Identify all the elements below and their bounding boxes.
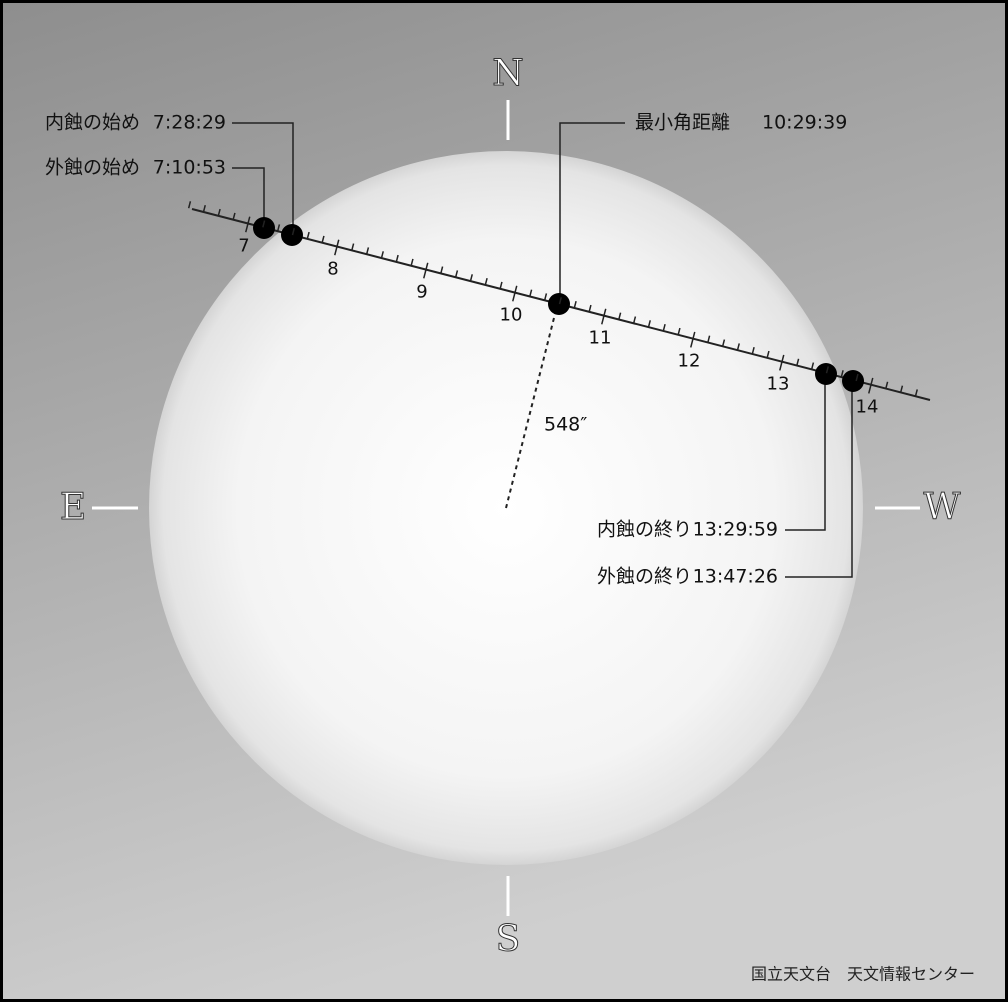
hour-label: 14: [856, 397, 879, 418]
minor-tick: [588, 304, 592, 312]
minor-tick: [573, 300, 577, 309]
event-label: 外蝕の終り: [597, 566, 692, 588]
north: N: [492, 53, 524, 94]
contact-points: [253, 217, 864, 392]
compass-ticks: [92, 100, 920, 916]
minor-tick: [885, 381, 889, 389]
minor-tick: [365, 247, 370, 255]
minor-tick: [410, 258, 414, 266]
minor-tick: [217, 208, 221, 217]
minor-tick: [543, 293, 548, 301]
hour-label: 9: [416, 282, 427, 303]
minor-tick: [914, 389, 918, 397]
minor-tick: [202, 205, 206, 213]
hour-label: 7: [238, 235, 249, 256]
hour-tick: [245, 216, 251, 233]
hour-tick: [512, 285, 518, 302]
callouts: [232, 122, 853, 578]
event-time: 13:47:26: [693, 566, 778, 588]
minor-tick: [276, 224, 281, 232]
minor-tick: [321, 235, 325, 243]
hour-tick: [601, 308, 607, 325]
hour-tick: [779, 354, 785, 371]
event-time: 7:28:29: [153, 112, 226, 134]
minor-tick: [751, 347, 755, 355]
minor-tick: [662, 324, 666, 332]
minor-tick: [721, 339, 726, 347]
minor-tick: [306, 231, 310, 240]
minor-tick: [395, 254, 399, 263]
minor-tick: [825, 366, 829, 374]
minor-tick: [484, 277, 488, 286]
minor-tick: [291, 228, 295, 236]
event-time: 13:29:59: [693, 519, 778, 541]
credit: 国立天文台 天文情報センター: [751, 965, 975, 984]
min-distance-line: [505, 305, 558, 509]
minor-tick: [469, 274, 473, 282]
minor-tick: [647, 320, 651, 328]
distance-label: 548″: [544, 414, 587, 436]
minor-tick: [677, 327, 681, 336]
event-time: 10:29:39: [762, 112, 847, 134]
minor-tick: [499, 281, 503, 289]
minor-tick: [899, 385, 904, 393]
hour-label: 10: [500, 305, 523, 326]
minor-tick: [618, 312, 622, 320]
minor-tick: [796, 358, 800, 366]
event-time: 7:10:53: [153, 157, 226, 179]
minor-tick: [736, 343, 740, 351]
minor-tick: [440, 266, 444, 274]
minor-tick: [187, 201, 192, 209]
hour-label: 13: [767, 374, 790, 395]
minor-tick: [632, 316, 637, 324]
minor-tick: [529, 289, 533, 297]
minor-tick: [766, 350, 770, 359]
hour-label: 8: [327, 258, 338, 279]
event-label: 内蝕の始め: [45, 112, 140, 134]
hour-tick: [690, 331, 696, 348]
minor-tick: [262, 220, 266, 228]
hour-label: 12: [678, 351, 701, 372]
minor-tick: [707, 335, 711, 343]
minor-tick: [840, 370, 844, 378]
south: S: [496, 919, 521, 960]
minor-tick: [454, 270, 459, 278]
minor-tick: [380, 251, 384, 259]
minor-tick: [855, 373, 859, 382]
east: E: [60, 487, 86, 528]
hour-tick: [334, 239, 340, 256]
event-label: 最小角距離: [635, 112, 730, 134]
hour-tick: [423, 262, 429, 279]
minor-tick: [351, 243, 355, 251]
minor-tick: [558, 297, 562, 305]
event-label: 内蝕の終り: [597, 519, 692, 541]
minor-tick: [232, 212, 236, 220]
event-label: 外蝕の始め: [45, 157, 140, 179]
minor-tick: [810, 362, 815, 370]
hour-tick: [868, 377, 874, 394]
hour-label: 11: [589, 328, 612, 349]
west: W: [923, 487, 960, 528]
